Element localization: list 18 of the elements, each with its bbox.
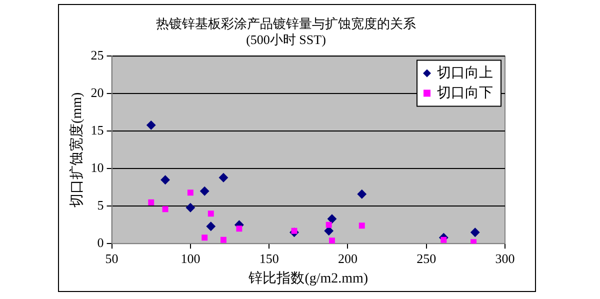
- y-tick-label: 10: [90, 160, 104, 176]
- legend-label: 切口向下: [437, 84, 493, 101]
- y-tick-label: 25: [90, 48, 104, 63]
- x-tick-label: 100: [180, 250, 200, 266]
- x-axis-title: 锌比指数(g/m2.mm): [248, 270, 368, 286]
- x-tick-label: 50: [105, 250, 118, 266]
- x-tick-label: 300: [495, 250, 515, 266]
- chart-title: 热镀锌基板彩涂产品镀锌量与扩蚀宽度的关系: [156, 16, 416, 32]
- legend-label: 切口向上: [437, 64, 493, 81]
- y-tick-label: 20: [90, 85, 104, 100]
- x-tick-label: 150: [259, 250, 279, 266]
- y-tick-label: 5: [97, 198, 104, 213]
- chart-subtitle: (500小时 SST): [246, 32, 326, 47]
- x-tick-label: 250: [416, 250, 436, 266]
- x-tick-label: 200: [338, 250, 358, 266]
- y-tick-label: 15: [90, 122, 104, 138]
- y-axis-title: 切口扩蚀宽度(mm): [69, 92, 86, 208]
- y-tick-label: 0: [97, 235, 104, 250]
